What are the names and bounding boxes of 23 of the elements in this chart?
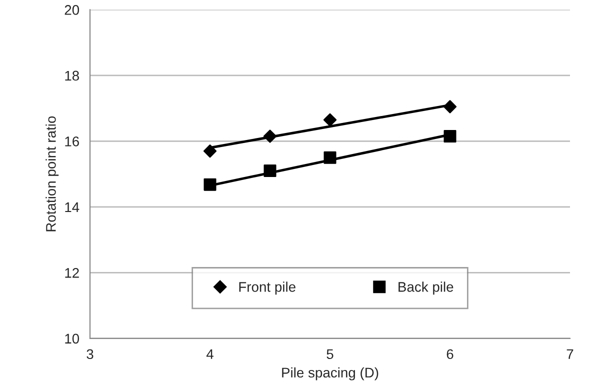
y-tick-label: 14 [65,202,80,212]
y-tick-label: 16 [65,136,79,146]
x-tick-label: 3 [86,349,94,360]
legend-label: Back pile [398,282,454,295]
point [324,151,336,164]
legend-label: Front pile [239,282,296,295]
x-tick-label: 6 [446,349,454,360]
y-tick-label: 12 [65,268,79,278]
point [263,130,277,143]
point [264,164,276,178]
x-tick-label: 5 [326,349,334,360]
x-tick-label: 7 [566,349,574,359]
point [204,178,216,191]
point [444,130,456,143]
x-tick-label: 4 [206,349,214,359]
y-axis-title: Rotation point ratio [46,116,59,232]
point [443,100,457,114]
y-tick-label: 18 [65,70,79,81]
point [203,144,217,158]
y-tick-label: 20 [64,5,80,15]
y-tick-label: 10 [65,334,80,344]
point [323,113,337,126]
x-axis-title: Pile spacing (D) [282,367,378,380]
